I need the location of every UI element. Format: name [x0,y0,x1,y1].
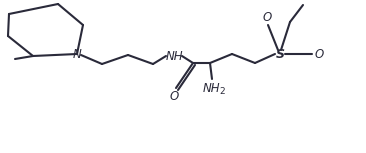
Text: 2: 2 [219,86,225,95]
Text: NH: NH [165,50,183,62]
Text: S: S [276,47,284,60]
Text: O: O [314,47,324,60]
Text: NH: NH [202,82,220,95]
Text: O: O [262,11,272,24]
Text: N: N [72,47,81,60]
Text: O: O [169,91,179,103]
